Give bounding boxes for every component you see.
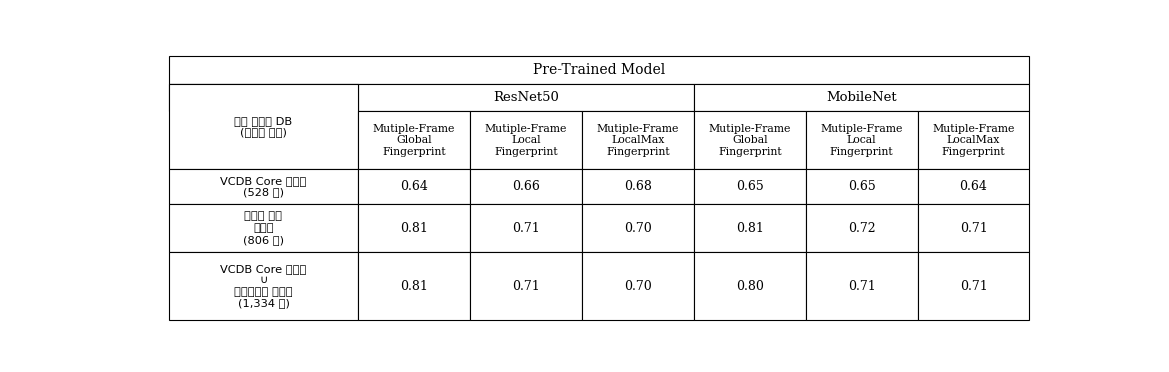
Bar xyxy=(358,84,693,112)
Text: 0.71: 0.71 xyxy=(512,222,540,235)
Bar xyxy=(805,169,918,204)
Text: 0.71: 0.71 xyxy=(512,279,540,292)
Text: 0.64: 0.64 xyxy=(400,180,428,193)
Text: 0.80: 0.80 xyxy=(735,279,763,292)
Bar xyxy=(470,169,582,204)
Text: 0.71: 0.71 xyxy=(848,279,876,292)
Text: Mutiple-Frame
Global
Fingerprint: Mutiple-Frame Global Fingerprint xyxy=(373,124,455,157)
Bar xyxy=(693,169,805,204)
Bar xyxy=(693,84,1030,112)
Text: Mutiple-Frame
Local
Fingerprint: Mutiple-Frame Local Fingerprint xyxy=(821,124,902,157)
Text: 0.70: 0.70 xyxy=(624,279,652,292)
Text: 0.81: 0.81 xyxy=(735,222,763,235)
Bar xyxy=(470,253,582,320)
Text: ResNet50: ResNet50 xyxy=(493,91,559,104)
Bar xyxy=(918,204,1030,253)
Bar xyxy=(358,253,470,320)
Bar xyxy=(168,169,358,204)
Bar xyxy=(168,84,358,169)
Text: Mutiple-Frame
Local
Fingerprint: Mutiple-Frame Local Fingerprint xyxy=(485,124,567,157)
Bar xyxy=(168,253,358,320)
Bar xyxy=(918,112,1030,169)
Bar xyxy=(168,204,358,253)
Bar xyxy=(805,204,918,253)
Bar xyxy=(582,253,693,320)
Text: 0.71: 0.71 xyxy=(960,279,988,292)
Text: 0.66: 0.66 xyxy=(512,180,540,193)
Bar xyxy=(693,204,805,253)
Bar xyxy=(805,112,918,169)
Text: Mutiple-Frame
Global
Fingerprint: Mutiple-Frame Global Fingerprint xyxy=(708,124,791,157)
Bar xyxy=(693,253,805,320)
Bar xyxy=(918,169,1030,204)
Text: 0.71: 0.71 xyxy=(960,222,988,235)
Bar xyxy=(582,112,693,169)
Text: 0.81: 0.81 xyxy=(400,279,428,292)
Text: VCDB Core 비디오
∪
성범죄피해 비디오
(1,334 개): VCDB Core 비디오 ∪ 성범죄피해 비디오 (1,334 개) xyxy=(220,264,306,308)
Bar xyxy=(358,169,470,204)
Bar xyxy=(470,204,582,253)
Text: Pre-Trained Model: Pre-Trained Model xyxy=(533,63,665,77)
Text: 0.81: 0.81 xyxy=(400,222,428,235)
Bar xyxy=(470,112,582,169)
Bar xyxy=(168,84,358,112)
Text: 0.64: 0.64 xyxy=(960,180,988,193)
Text: 0.68: 0.68 xyxy=(624,180,652,193)
Text: 실험 비디오 DB
(비디오 개수): 실험 비디오 DB (비디오 개수) xyxy=(235,116,292,137)
Text: MobileNet: MobileNet xyxy=(826,91,897,104)
Bar xyxy=(358,112,470,169)
Text: 0.65: 0.65 xyxy=(735,180,763,193)
Text: 0.72: 0.72 xyxy=(848,222,876,235)
Text: Mutiple-Frame
LocalMax
Fingerprint: Mutiple-Frame LocalMax Fingerprint xyxy=(933,124,1015,157)
Text: 0.70: 0.70 xyxy=(624,222,652,235)
Bar xyxy=(358,204,470,253)
Text: Mutiple-Frame
LocalMax
Fingerprint: Mutiple-Frame LocalMax Fingerprint xyxy=(596,124,679,157)
Bar xyxy=(582,169,693,204)
Text: VCDB Core 비디오
(528 개): VCDB Core 비디오 (528 개) xyxy=(220,176,306,197)
Bar xyxy=(805,253,918,320)
Text: 성범죄 피해
비디오
(806 개): 성범죄 피해 비디오 (806 개) xyxy=(243,211,284,245)
Bar xyxy=(582,204,693,253)
Bar xyxy=(168,56,1030,84)
Bar xyxy=(918,253,1030,320)
Bar xyxy=(693,112,805,169)
Text: 0.65: 0.65 xyxy=(848,180,876,193)
